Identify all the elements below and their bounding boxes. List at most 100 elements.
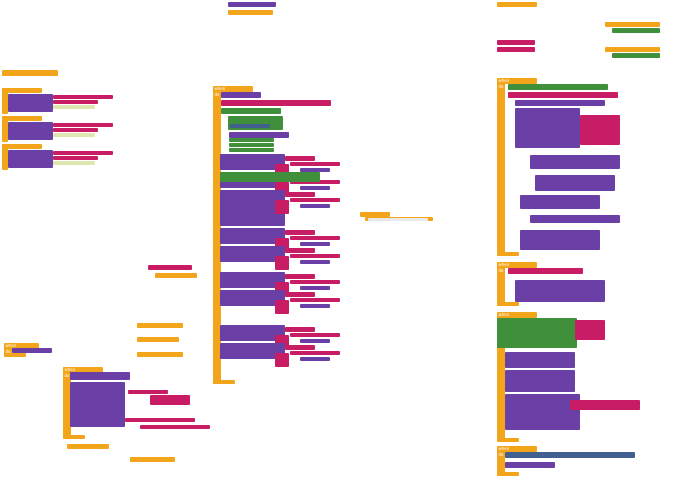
call-block [220,325,285,341]
event-block-frame [497,262,505,306]
event-block-keyword: do [499,268,505,273]
value-block [290,280,340,284]
statement-block [505,452,635,458]
value-block [290,254,340,258]
statement-block [229,132,289,138]
statement-block [220,172,320,182]
statement-block [515,100,605,106]
event-block-keyword: do [215,92,221,97]
event-block-header [4,343,39,349]
event-block-frame [497,78,505,256]
value-block [285,345,315,350]
call-block [8,94,53,112]
call-block [220,154,285,170]
statement-block [530,155,620,169]
event-block-footer [497,252,519,256]
statement-block [70,372,130,380]
value-block [290,162,340,166]
procedure-header [2,88,42,93]
statement-block [505,394,580,430]
value-block [53,123,113,127]
event-block-keyword: when [65,367,76,372]
value-block [12,348,52,353]
statement-block [508,92,618,98]
event-block-frame [63,367,71,439]
event-block-footer [497,472,519,476]
variable-block [2,70,58,76]
value-block [290,298,340,302]
value-block [290,198,340,202]
event-block-frame [213,86,221,384]
value-block [285,274,315,279]
event-block-keyword: do [499,452,505,457]
variable-block [605,22,660,27]
value-block [285,248,315,253]
value-block [612,28,660,33]
statement-block [70,382,125,427]
variable-block [228,2,276,7]
event-block-header [497,312,537,318]
value-block [275,256,289,270]
call-block [220,228,285,244]
call-block [8,150,53,168]
event-block-footer [497,438,519,442]
statement-block [508,268,583,274]
value-block [53,156,98,160]
value-block [275,353,289,367]
event-block-footer [497,302,519,306]
value-block [290,333,340,337]
event-block-keyword: when [499,446,510,451]
statement-block [497,318,577,348]
value-block [53,105,95,109]
statement-block [515,280,605,302]
variable-block [137,352,183,357]
statement-block [520,195,600,209]
event-block-header [497,78,537,84]
statement-block [221,100,331,106]
value-block [275,300,289,314]
statement-block [520,230,600,250]
value-block [368,218,428,221]
value-block [53,133,95,137]
procedure-header [2,116,42,121]
variable-block [228,10,273,15]
event-block-frame [497,446,505,476]
value-block [300,168,330,172]
statement-block [515,108,580,148]
variable-block [155,273,197,278]
statement-block [508,84,608,90]
value-block [300,357,330,361]
variable-block [148,265,192,270]
statement-block [505,462,555,468]
variable-block [605,47,660,52]
statement-block [570,400,640,410]
statement-block [128,390,168,394]
procedure-frame [2,88,8,114]
event-block-keyword: when [499,262,510,267]
value-block [285,156,315,161]
statement-block [140,425,210,429]
value-block [53,100,98,104]
procedure-frame [2,116,8,142]
statement-block [535,175,615,191]
value-block [285,192,315,197]
variable-block [67,444,109,449]
value-block [300,339,330,343]
event-block-header [63,367,103,373]
value-block [285,292,315,297]
variable-block [137,323,183,328]
call-block [220,190,285,226]
event-block-keyword: do [6,349,12,354]
value-block [53,151,113,155]
statement-block [125,418,195,422]
variable-block [497,2,537,7]
statement-block [229,138,274,142]
variable-block [130,457,175,462]
event-block-header [497,446,537,452]
value-block [285,327,315,332]
variable-block [360,212,390,217]
value-block [290,236,340,240]
value-block [300,242,330,246]
